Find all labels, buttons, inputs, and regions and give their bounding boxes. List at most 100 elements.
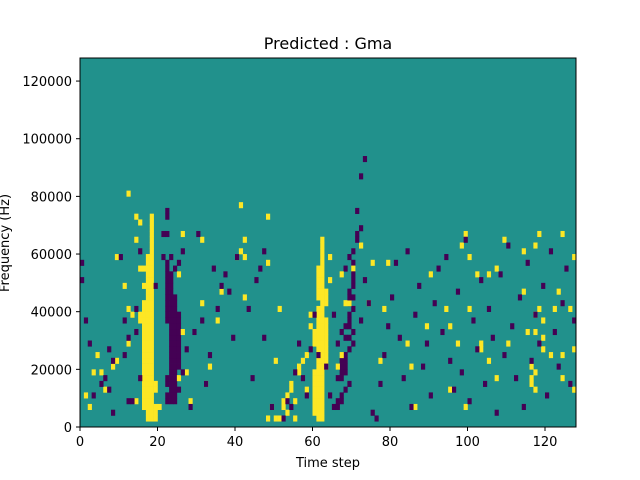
heatmap-cell-low [343,265,348,272]
heatmap-cell-high [568,305,573,312]
heatmap-cell-low [479,277,484,284]
heatmap-cell-high [312,409,317,416]
heatmap-cell-low [103,375,108,382]
heatmap-cell-high [149,340,154,347]
heatmap-cell-low [432,300,437,307]
heatmap-cell-low [165,277,170,284]
heatmap-cell-low [169,288,174,295]
heatmap-cell-high [320,346,325,353]
heatmap-cell-low [335,398,340,405]
heatmap-cell-low [463,236,468,243]
heatmap-cell-low [169,340,174,347]
heatmap-cell-high [409,363,414,370]
heatmap-cell-low [169,282,174,289]
heatmap-cell-high [316,323,321,330]
heatmap-cell-high [149,363,154,370]
heatmap-cell-low [498,271,503,278]
heatmap-cell-high [324,357,329,364]
heatmap-cell-high [142,300,147,307]
heatmap-cell-low [343,386,348,393]
heatmap-cell-low [269,403,275,411]
heatmap-cell-low [176,352,182,359]
heatmap-cell-low [169,392,174,399]
heatmap-cell-low [169,254,174,261]
heatmap-cell-low [122,352,127,359]
heatmap-cell-high [145,288,151,295]
heatmap-cell-high [529,375,534,382]
heatmap-cell-low [335,375,340,382]
heatmap-cell-high [297,369,302,376]
heatmap-cell-low [118,254,123,261]
heatmap-cell-low [176,357,182,364]
heatmap-cell-low [568,380,573,387]
heatmap-cell-low [176,334,182,341]
heatmap-cell-low [525,259,530,266]
heatmap-cell-high [145,352,151,359]
heatmap-cell-low [335,403,340,411]
heatmap-cell-low [246,305,251,312]
heatmap-cell-high [304,386,309,393]
heatmap-cell-high [479,346,484,353]
heatmap-cell-high [320,386,325,393]
heatmap-cell-high [103,386,108,393]
heatmap-cell-high [145,403,151,411]
heatmap-cell-low [428,392,433,399]
heatmap-cell-high [320,323,325,330]
heatmap-cell-high [320,398,325,405]
heatmap-cell-low [548,248,554,255]
heatmap-cell-high [145,392,151,399]
heatmap-cell-high [149,236,154,243]
heatmap-cell-high [180,328,185,336]
heatmap-cell-high [145,259,151,266]
heatmap-cell-low [211,265,216,272]
heatmap-cell-low [362,156,368,163]
heatmap-cell-high [149,294,154,301]
heatmap-cell-high [149,259,154,266]
heatmap-cell-high [525,328,530,336]
heatmap-cell-low [339,398,344,405]
heatmap-cell-high [149,271,154,278]
heatmap-cell-low [262,248,267,255]
heatmap-cell-low [351,294,356,301]
heatmap-cell-high [320,363,325,370]
y-tick-label: 100000 [22,133,72,148]
heatmap-cell-high [541,346,546,353]
heatmap-cell-high [145,271,151,278]
heatmap-cell-high [328,254,333,261]
y-axis-label: Frequency (Hz) [0,194,13,292]
heatmap-cell-low [169,386,174,393]
heatmap-cell-low [351,277,356,284]
heatmap-cell-high [149,403,154,411]
heatmap-cell-high [405,340,410,347]
heatmap-cell-high [324,294,329,301]
heatmap-cell-high [293,415,298,422]
heatmap-cell-high [149,265,154,272]
heatmap-cell-high [486,271,492,278]
heatmap-cell-high [529,363,534,370]
heatmap-cell-low [130,398,135,405]
heatmap-cell-low [169,277,174,284]
heatmap-cell-low [134,328,139,336]
heatmap-cell-low [285,398,290,405]
heatmap-cell-low [165,271,170,278]
y-tick-label: 60000 [31,248,72,263]
x-tick-label: 80 [382,435,399,450]
heatmap-cell-high [142,398,147,405]
heatmap-cell-low [165,380,170,387]
heatmap-cell-high [242,236,247,243]
heatmap-cell-high [320,369,325,376]
heatmap-cell-high [320,300,325,307]
heatmap-cell-low [173,346,178,353]
heatmap-cell-low [173,363,178,370]
heatmap-cell-low [111,409,116,416]
heatmap-cell-high [149,415,154,422]
heatmap-cell-high [316,317,321,324]
heatmap-cell-high [297,363,302,370]
heatmap-cell-low [165,230,170,238]
heatmap-cell-low [169,398,174,405]
heatmap-cell-low [351,282,356,289]
heatmap-cell-high [541,317,546,324]
x-tick-label: 120 [533,435,558,450]
heatmap-cell-high [266,213,271,220]
